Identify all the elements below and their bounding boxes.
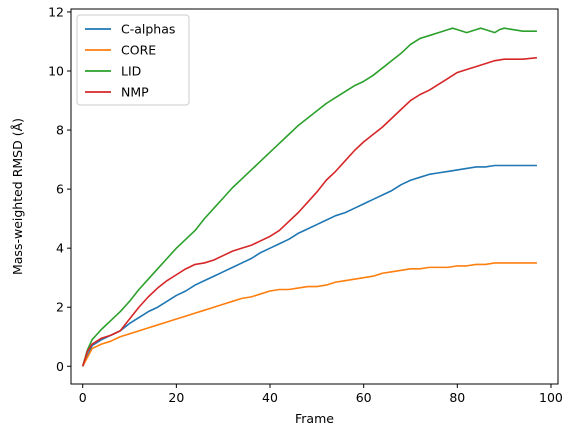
legend-label: NMP [121,85,149,100]
series-line-core [82,262,537,367]
y-tick-label: 12 [48,4,64,19]
y-axis-label: Mass-weighted RMSD (Å) [10,118,25,275]
series-line-lid [81,27,537,367]
legend-label: C-alphas [121,22,175,37]
y-tick-label: 10 [48,64,64,79]
legend-label: LID [121,64,141,79]
y-tick-label: 8 [56,123,64,138]
x-tick-label: 20 [168,390,184,405]
series-line-c-alphas [81,164,537,367]
legend-label: CORE [121,43,156,58]
x-tick-label: 0 [79,390,87,405]
x-tick-label: 40 [262,390,278,405]
legend-box [76,14,190,106]
plot-frame [70,8,559,385]
y-tick-label: 4 [56,241,64,256]
x-tick-label: 80 [449,390,465,405]
y-tick-label: 2 [56,300,64,315]
ticks-layer: 0 20 40 60 80 100 0 2 4 6 8 10 12 [48,4,563,405]
x-tick-label: 60 [356,390,372,405]
x-tick-label: 100 [539,390,563,405]
legend: C-alphas CORE LID NMP [76,14,190,106]
series-line-nmp [81,56,538,367]
y-tick-label: 0 [56,359,64,374]
y-tick-label: 6 [56,182,64,197]
x-axis-label: Frame [295,411,334,426]
series-layer [81,27,538,367]
